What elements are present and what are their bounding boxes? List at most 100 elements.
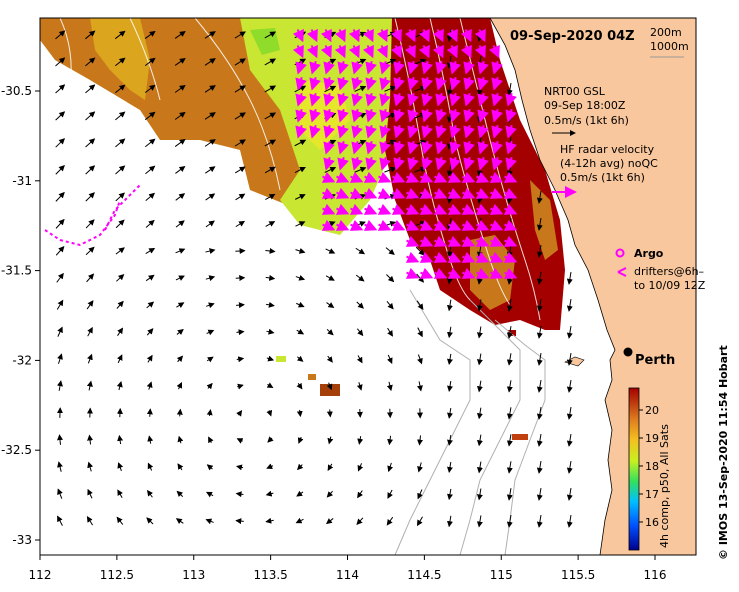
gsl-arrow xyxy=(206,464,214,471)
hf-arrow xyxy=(461,235,476,247)
hf-arrow xyxy=(365,76,377,91)
gsl-arrow xyxy=(176,490,184,498)
hf-arrow xyxy=(446,28,458,43)
gsl-arrow xyxy=(114,57,126,67)
gsl-arrow xyxy=(506,434,513,447)
hf-arrow xyxy=(435,76,447,91)
hf-arrow xyxy=(477,124,489,139)
gsl-arrow xyxy=(476,407,483,420)
gsl-arrow xyxy=(144,57,156,66)
gsl-arrow xyxy=(266,382,274,389)
hf-arrow xyxy=(477,108,489,123)
y-tick-label: -32.5 xyxy=(1,443,32,457)
hf-arrow xyxy=(391,187,406,199)
hf-arrow xyxy=(419,171,434,183)
hf-arrow xyxy=(447,251,462,263)
hf-arrow xyxy=(463,124,475,139)
gsl-arrow xyxy=(175,165,186,174)
gsl-arrow xyxy=(536,190,543,204)
gsl-arrow xyxy=(506,461,513,474)
gsl-arrow xyxy=(566,379,573,393)
y-tick-label: -32 xyxy=(12,353,32,367)
gsl-arrow xyxy=(85,57,96,67)
hf-arrow xyxy=(295,76,307,91)
gsl-arrow xyxy=(326,328,334,336)
gsl-arrow xyxy=(295,248,306,254)
gsl-arrow xyxy=(416,516,423,527)
gsl-arrow xyxy=(566,325,573,339)
gsl-arrow xyxy=(57,380,63,391)
hf-arrow xyxy=(365,124,377,139)
gsl-arrow xyxy=(85,219,95,229)
gsl-arrow xyxy=(476,353,483,366)
hf-arrow xyxy=(391,171,406,183)
drifters-label-1: drifters@6h– xyxy=(634,265,704,278)
gsl-arrow xyxy=(237,383,244,390)
gsl-arrow xyxy=(234,112,246,120)
hf-arrow xyxy=(460,28,472,43)
gsl-arrow xyxy=(205,193,216,201)
hf-arrow xyxy=(505,156,517,171)
gsl-arrow xyxy=(387,462,394,473)
isobath-200m-label: 200m xyxy=(650,26,682,39)
gsl-arrow xyxy=(385,247,395,255)
hf-radar-vector-field xyxy=(292,28,518,279)
gsl-arrow xyxy=(476,461,483,474)
gsl-arrow xyxy=(506,326,513,339)
hf-arrow xyxy=(449,124,461,139)
gsl-arrow xyxy=(208,436,214,444)
x-tick-label: 114 xyxy=(336,568,359,582)
gsl-arrow xyxy=(566,298,573,312)
gsl-arrow xyxy=(297,436,304,444)
colorbar-ticks: 20 19 18 17 16 xyxy=(639,404,659,529)
gsl-arrow xyxy=(205,518,214,525)
gsl-arrow xyxy=(297,463,304,471)
map-title: 09-Sep-2020 04Z xyxy=(510,29,635,44)
hf-arrow xyxy=(379,92,391,107)
gsl-arrow xyxy=(356,301,364,309)
gsl-arrow xyxy=(264,85,277,93)
gsl-arrow xyxy=(86,273,95,283)
gsl-arrow xyxy=(265,193,276,201)
hf-title: HF radar velocity xyxy=(560,143,655,156)
gsl-arrow xyxy=(536,433,543,447)
gsl-arrow xyxy=(296,355,304,362)
gsl-arrow xyxy=(536,325,543,339)
gsl-arrow xyxy=(566,514,573,528)
hf-arrow xyxy=(363,187,378,199)
hf-arrow xyxy=(505,140,517,155)
gsl-arrow xyxy=(235,518,244,525)
gsl-arrow xyxy=(57,488,63,499)
gsl-arrow xyxy=(144,111,156,121)
gsl-arrow xyxy=(116,380,123,391)
gsl-arrow xyxy=(417,462,423,473)
gsl-arrow xyxy=(177,435,184,444)
gsl-arrow xyxy=(326,409,333,418)
hf-arrow xyxy=(449,92,461,107)
hf-arrow xyxy=(393,140,405,155)
gsl-arrow xyxy=(506,515,513,528)
gsl-arrow xyxy=(175,248,186,254)
gsl-arrow xyxy=(267,436,274,443)
gsl-arrow xyxy=(146,381,153,390)
gsl-arrow xyxy=(295,221,306,227)
gsl-arrow xyxy=(387,435,394,446)
hf-arrow xyxy=(503,203,518,215)
gsl-arrow xyxy=(205,166,216,174)
gsl-arrow xyxy=(536,514,543,528)
gsl-arrow xyxy=(417,354,423,365)
hf-arrow xyxy=(463,76,475,91)
gsl-arrow xyxy=(147,462,154,471)
hf-arrow xyxy=(351,156,363,171)
gsl-arrow xyxy=(326,302,335,308)
gsl-arrow xyxy=(417,327,423,338)
hf-arrow xyxy=(365,108,377,123)
hf-arrow xyxy=(463,140,475,155)
perth-marker-icon xyxy=(623,347,633,357)
gsl-arrow xyxy=(416,300,424,311)
hf-arrow xyxy=(320,44,332,59)
hf-arrow xyxy=(461,251,476,263)
gsl-arrow xyxy=(266,328,275,335)
hf-arrow xyxy=(337,124,349,139)
x-tick-label: 116 xyxy=(644,568,667,582)
